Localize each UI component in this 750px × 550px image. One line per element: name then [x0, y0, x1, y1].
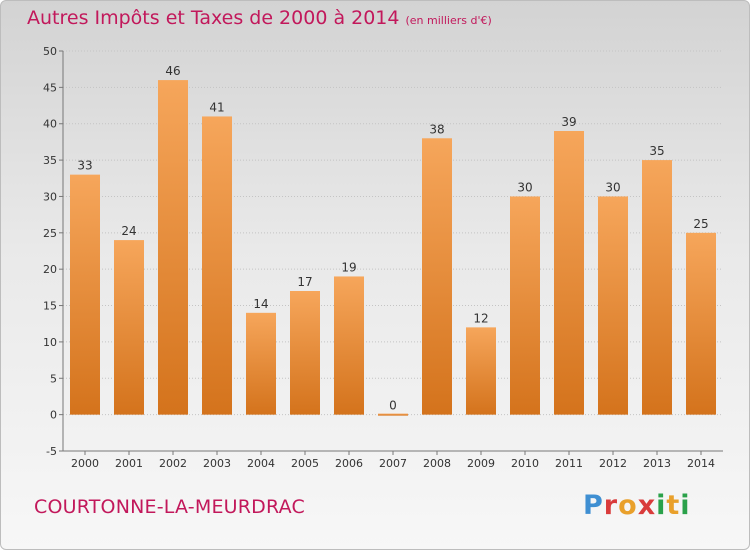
x-tick-label-2008: 2008 [423, 457, 451, 470]
x-tick-label-2010: 2010 [511, 457, 539, 470]
data-label-2014: 25 [693, 217, 708, 231]
place-name: COURTONNE-LA-MEURDRAC [34, 496, 305, 518]
bar-2006 [334, 276, 364, 415]
bar-2004 [246, 312, 276, 415]
data-label-2012: 30 [605, 180, 620, 194]
x-tick-label-2004: 2004 [247, 457, 275, 470]
data-label-2002: 46 [165, 64, 180, 78]
x-tick-label-2013: 2013 [643, 457, 671, 470]
y-tick-label: 40 [43, 118, 57, 131]
logo-letter-r: r [603, 490, 619, 521]
x-tick-label-2011: 2011 [555, 457, 583, 470]
bar-2007 [378, 413, 408, 416]
data-label-2011: 39 [561, 115, 576, 129]
chart-title: Autres Impôts et Taxes de 2000 à 2014 (en… [27, 7, 492, 29]
data-label-2008: 38 [429, 122, 444, 136]
x-tick-label-2014: 2014 [687, 457, 715, 470]
x-tick-label-2012: 2012 [599, 457, 627, 470]
logo-letter-x: x [637, 490, 657, 521]
logo-letter-i2: i [680, 490, 691, 521]
y-tick-label: 0 [50, 409, 57, 422]
proxiti-logo: Proxiti [583, 490, 691, 521]
y-tick-label: -5 [46, 445, 57, 458]
y-tick-label: 5 [50, 372, 57, 385]
data-label-2010: 30 [517, 180, 532, 194]
y-tick-label: 25 [43, 227, 57, 240]
x-tick-label-2003: 2003 [203, 457, 231, 470]
data-label-2013: 35 [649, 144, 664, 158]
y-tick-label: 45 [43, 81, 57, 94]
x-tick-label-2005: 2005 [291, 457, 319, 470]
bar-2002 [158, 80, 188, 415]
logo-letter-o: o [618, 490, 638, 521]
chart-unit: (en milliers d'€) [405, 14, 492, 27]
data-label-2005: 17 [297, 275, 312, 289]
bar-2005 [290, 291, 320, 415]
bar-2009 [466, 327, 496, 415]
y-tick-label: 10 [43, 336, 57, 349]
bar-2011 [554, 131, 584, 415]
bar-2001 [114, 240, 144, 415]
data-label-2003: 41 [209, 100, 224, 114]
chart-title-text: Autres Impôts et Taxes de 2000 à 2014 [27, 7, 400, 29]
bar-2013 [642, 160, 672, 415]
x-tick-label-2009: 2009 [467, 457, 495, 470]
data-label-2006: 19 [341, 260, 356, 274]
y-tick-label: 30 [43, 190, 57, 203]
y-tick-label: 20 [43, 263, 57, 276]
y-tick-label: 50 [43, 45, 57, 58]
x-tick-label-2002: 2002 [159, 457, 187, 470]
data-label-2004: 14 [253, 297, 268, 311]
logo-letter-p: P [583, 490, 604, 521]
y-tick-label: 35 [43, 154, 57, 167]
x-tick-label-2006: 2006 [335, 457, 363, 470]
bar-2014 [686, 232, 716, 415]
bar-2000 [70, 174, 100, 415]
logo-letter-t: t [666, 490, 681, 521]
data-label-2009: 12 [473, 311, 488, 325]
data-label-2000: 33 [77, 159, 92, 173]
x-tick-label-2000: 2000 [71, 457, 99, 470]
data-label-2007: 0 [389, 399, 397, 413]
bar-2008 [422, 138, 452, 415]
x-tick-label-2001: 2001 [115, 457, 143, 470]
bar-2010 [510, 196, 540, 415]
bar-2003 [202, 116, 232, 415]
y-tick-label: 15 [43, 300, 57, 313]
data-label-2001: 24 [121, 224, 136, 238]
x-tick-label-2007: 2007 [379, 457, 407, 470]
logo-letter-i1: i [656, 490, 667, 521]
bar-2012 [598, 196, 628, 415]
